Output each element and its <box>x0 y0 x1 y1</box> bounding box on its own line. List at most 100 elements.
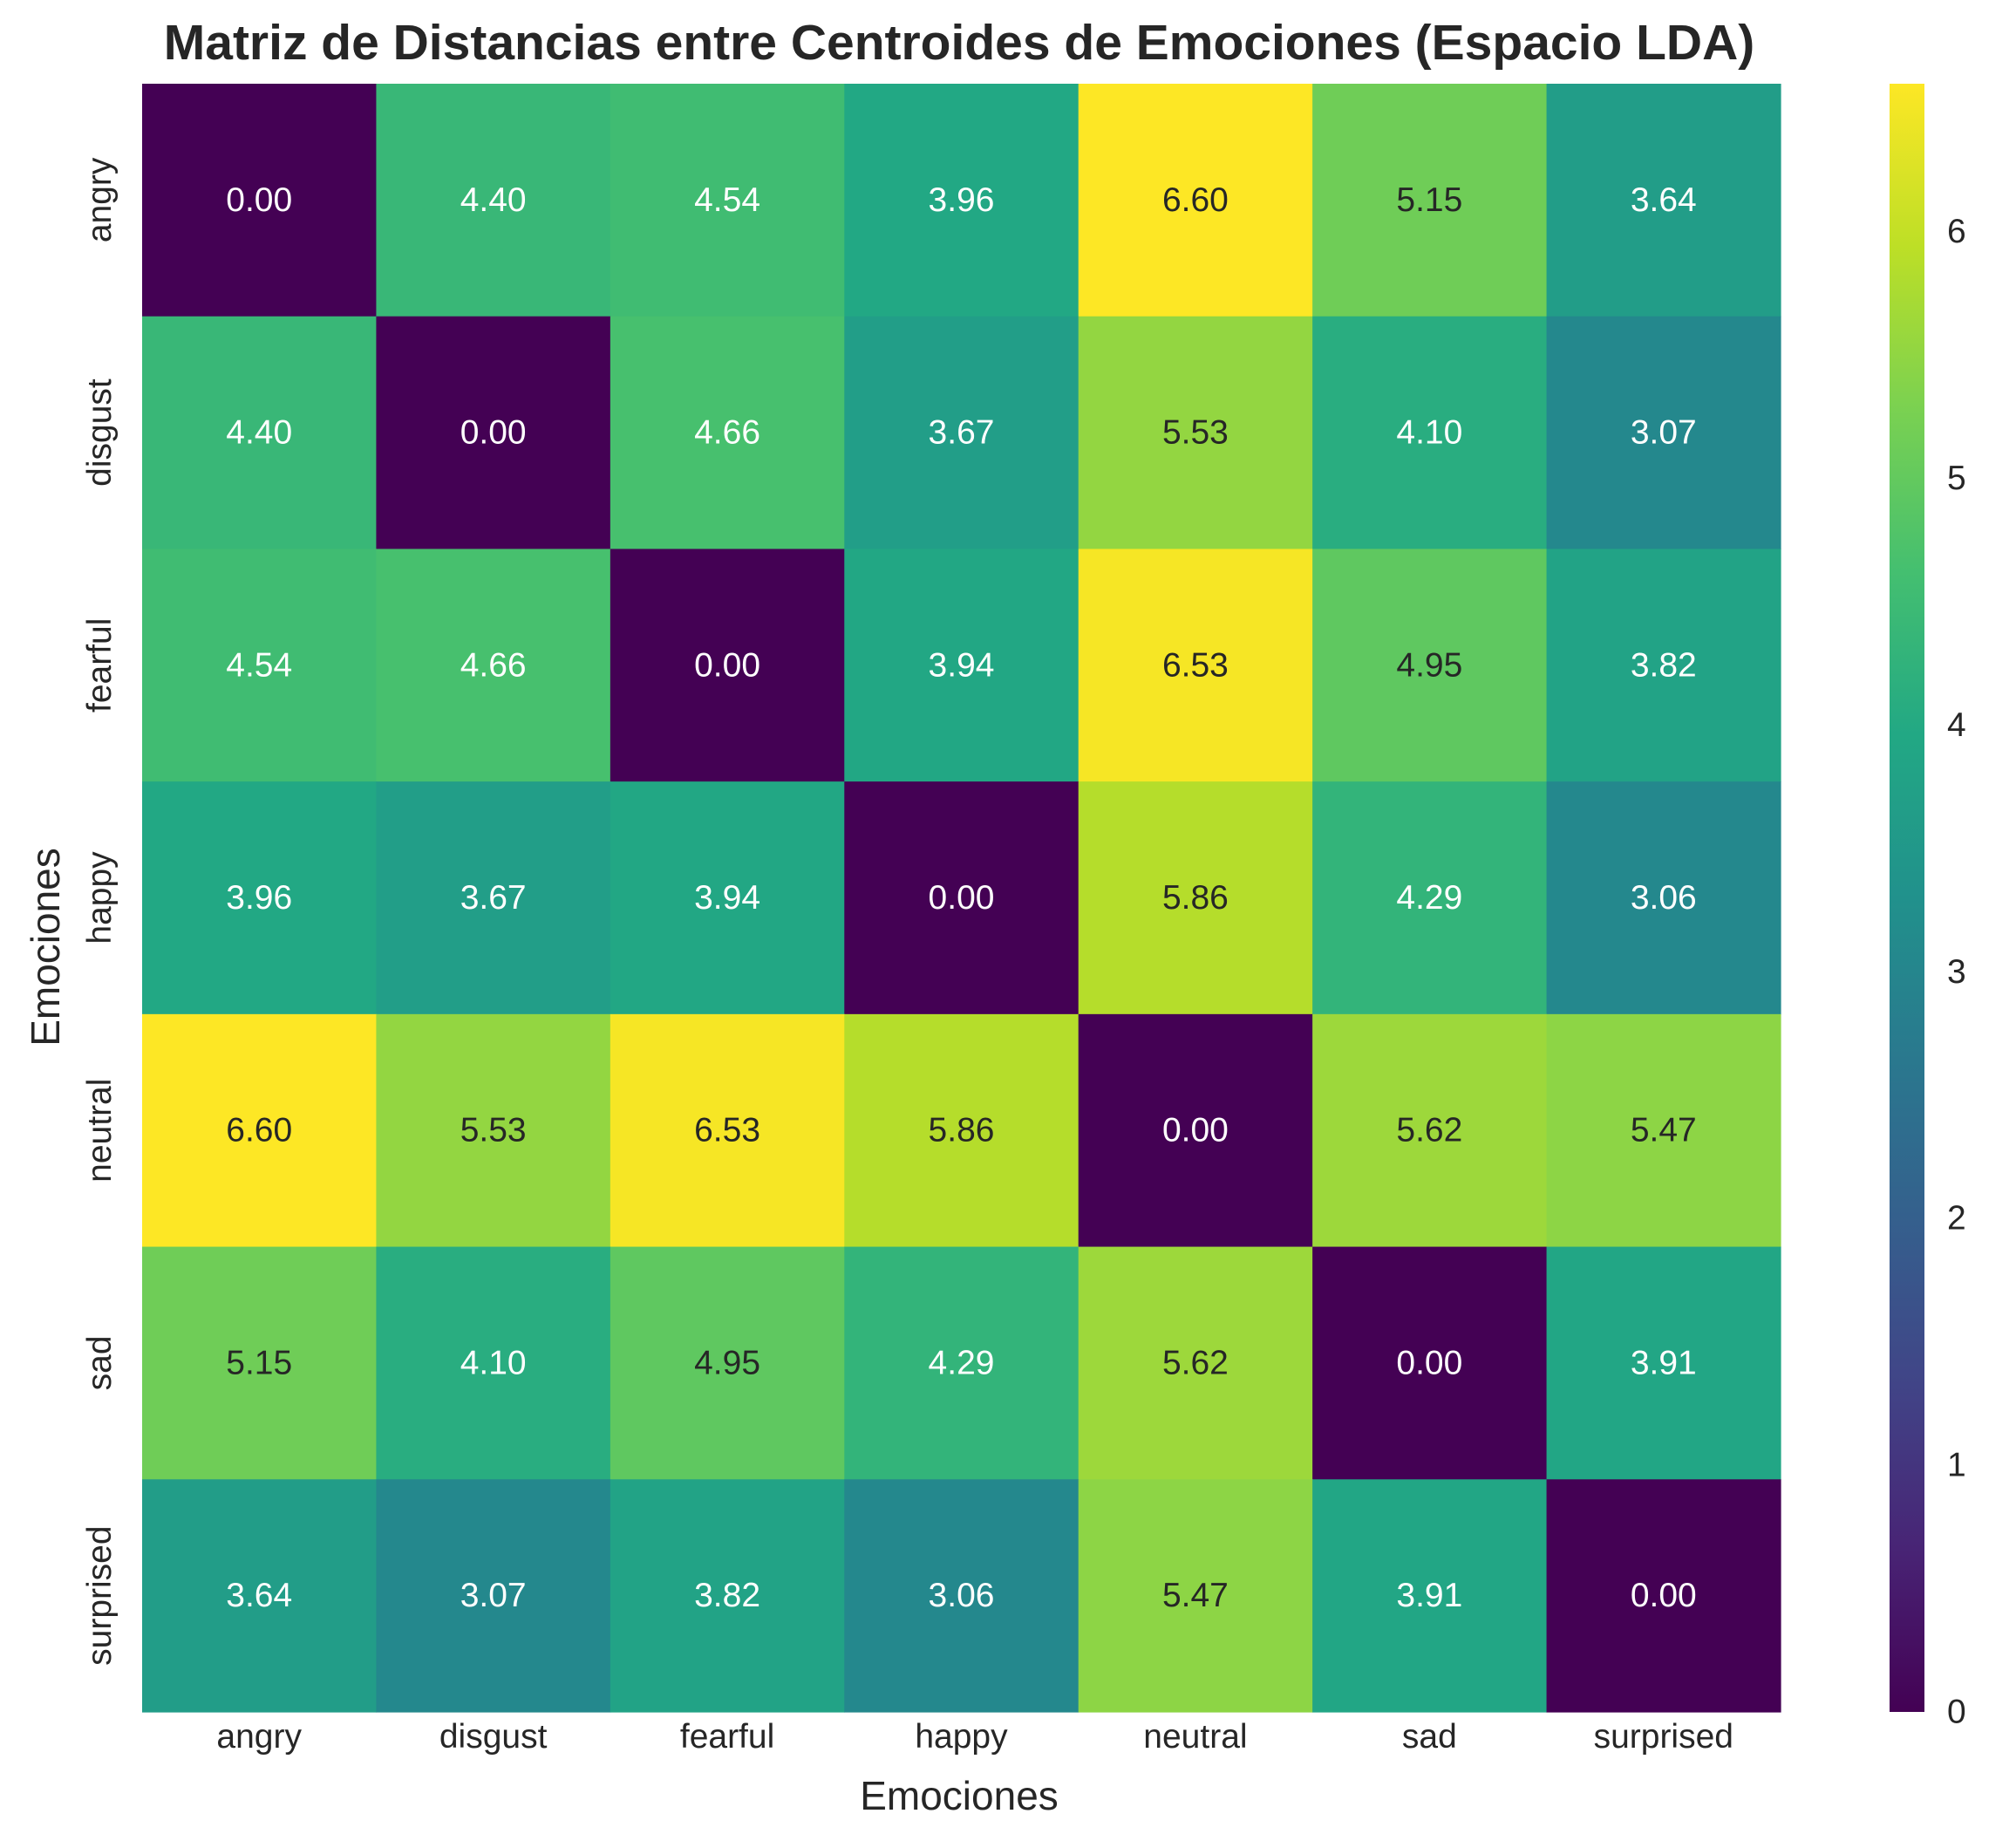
cell-value-label: 3.07 <box>460 1577 527 1614</box>
cell-value-label: 5.47 <box>1162 1577 1229 1614</box>
cell-value-label: 4.29 <box>929 1344 995 1381</box>
cell-value-label: 3.94 <box>929 646 995 684</box>
heatmap-cell-disgust-sad <box>1312 316 1548 550</box>
heatmap-cells <box>142 84 1781 1713</box>
cell-value-label: 5.86 <box>929 1112 995 1149</box>
heatmap-cell-fearful-neutral <box>1078 549 1313 782</box>
heatmap-cell-disgust-happy <box>844 316 1080 550</box>
heatmap-cell-sad-angry <box>142 1246 378 1480</box>
colorbar-tick-label: 3 <box>1947 953 1966 991</box>
cell-value-label: 0.00 <box>1162 1112 1229 1149</box>
heatmap-cell-surprised-happy <box>844 1479 1080 1713</box>
heatmap-cell-fearful-happy <box>844 549 1080 782</box>
cell-value-label: 4.54 <box>226 646 292 684</box>
heatmap-cell-happy-neutral <box>1078 781 1313 1015</box>
cell-value-label: 6.53 <box>1162 646 1229 684</box>
chart-title: Matriz de Distancias entre Centroides de… <box>164 15 1754 71</box>
cell-value-label: 4.66 <box>460 646 527 684</box>
colorbar-gradient <box>1890 84 1924 1712</box>
x-tick-label: sad <box>1402 1718 1457 1756</box>
y-axis-label: Emociones <box>23 848 68 1047</box>
cell-value-label: 6.60 <box>226 1112 292 1149</box>
cell-value-label: 0.00 <box>460 414 527 452</box>
heatmap-cell-labels: 0.00 4.40 4.54 3.96 6.60 5.15 3.64 4.40 0.00 4.66… <box>226 181 1696 1614</box>
cell-value-label: 3.06 <box>1631 879 1697 917</box>
heatmap-cell-fearful-angry <box>142 549 378 782</box>
heatmap-cell-sad-sad <box>1312 1246 1548 1480</box>
heatmap-cell-happy-angry <box>142 781 378 1015</box>
heatmap-cell-neutral-sad <box>1312 1013 1548 1248</box>
heatmap-cell-happy-fearful <box>610 781 845 1015</box>
heatmap-cell-angry-angry <box>142 84 378 317</box>
heatmap-cell-surprised-angry <box>142 1479 378 1713</box>
cell-value-label: 3.07 <box>1631 414 1697 452</box>
heatmap-cell-disgust-neutral <box>1078 316 1313 550</box>
heatmap-cell-happy-surprised <box>1546 781 1781 1015</box>
heatmap-cell-fearful-fearful <box>610 549 845 782</box>
cell-value-label: 5.53 <box>1162 414 1229 452</box>
heatmap-cell-sad-surprised <box>1546 1246 1781 1480</box>
heatmap-cell-sad-disgust <box>376 1246 611 1480</box>
colorbar-tick-label: 6 <box>1947 213 1966 250</box>
cell-value-label: 3.67 <box>929 414 995 452</box>
x-tick-label: surprised <box>1594 1718 1733 1756</box>
cell-value-label: 4.29 <box>1396 879 1462 917</box>
cell-value-label: 4.66 <box>694 414 760 452</box>
heatmap-cell-disgust-angry <box>142 316 378 550</box>
cell-value-label: 3.06 <box>929 1577 995 1614</box>
heatmap-cell-disgust-disgust <box>376 316 611 550</box>
heatmap-cell-happy-sad <box>1312 781 1548 1015</box>
colorbar-tick-label: 4 <box>1947 706 1966 744</box>
cell-value-label: 3.82 <box>694 1577 760 1614</box>
cell-value-label: 4.95 <box>1396 646 1462 684</box>
heatmap-cell-angry-fearful <box>610 84 845 317</box>
x-tick-label: angry <box>216 1718 302 1756</box>
heatmap-cell-surprised-disgust <box>376 1479 611 1713</box>
x-tick-label: happy <box>915 1718 1008 1756</box>
y-tick-label: angry <box>81 157 119 242</box>
cell-value-label: 6.60 <box>1162 181 1229 219</box>
y-tick-label: sad <box>81 1335 119 1390</box>
cell-value-label: 5.62 <box>1396 1112 1462 1149</box>
heatmap-cell-neutral-happy <box>844 1013 1080 1248</box>
cell-value-label: 3.96 <box>226 879 292 917</box>
x-axis-label: Emociones <box>860 1773 1059 1818</box>
cell-value-label: 4.95 <box>694 1344 760 1381</box>
cell-value-label: 6.53 <box>694 1112 760 1149</box>
heatmap-cell-surprised-surprised <box>1546 1479 1781 1713</box>
heatmap-cell-fearful-disgust <box>376 549 611 782</box>
y-tick-label: happy <box>81 851 119 944</box>
heatmap-cell-fearful-surprised <box>1546 549 1781 782</box>
cell-value-label: 3.64 <box>226 1577 292 1614</box>
colorbar-tick-label: 1 <box>1947 1447 1966 1484</box>
heatmap-cell-angry-happy <box>844 84 1080 317</box>
cell-value-label: 4.40 <box>460 181 527 219</box>
heatmap-cell-surprised-neutral <box>1078 1479 1313 1713</box>
cell-value-label: 5.15 <box>226 1344 292 1381</box>
heatmap-cell-fearful-sad <box>1312 549 1548 782</box>
cell-value-label: 4.40 <box>226 414 292 452</box>
x-tick-label: neutral <box>1143 1718 1247 1756</box>
x-tick-label: fearful <box>680 1718 774 1756</box>
heatmap-cell-neutral-neutral <box>1078 1013 1313 1248</box>
y-tick-label: surprised <box>81 1525 119 1665</box>
cell-value-label: 3.91 <box>1631 1344 1697 1381</box>
cell-value-label: 0.00 <box>1396 1344 1462 1381</box>
cell-value-label: 5.15 <box>1396 181 1462 219</box>
cell-value-label: 3.82 <box>1631 646 1697 684</box>
heatmap-cell-surprised-sad <box>1312 1479 1548 1713</box>
x-tick-label: disgust <box>439 1718 548 1756</box>
colorbar: 0 1 2 3 4 5 6 <box>1890 84 1966 1731</box>
cell-value-label: 5.86 <box>1162 879 1229 917</box>
y-tick-label: fearful <box>81 618 119 713</box>
heatmap-cell-happy-happy <box>844 781 1080 1015</box>
cell-value-label: 3.91 <box>1396 1577 1462 1614</box>
cell-value-label: 5.53 <box>460 1112 527 1149</box>
cell-value-label: 3.96 <box>929 181 995 219</box>
cell-value-label: 4.54 <box>694 181 760 219</box>
colorbar-tick-label: 5 <box>1947 460 1966 497</box>
x-axis-tick-labels: angry disgust fearful happy neutral sad surpri… <box>216 1718 1733 1756</box>
cell-value-label: 4.10 <box>460 1344 527 1381</box>
